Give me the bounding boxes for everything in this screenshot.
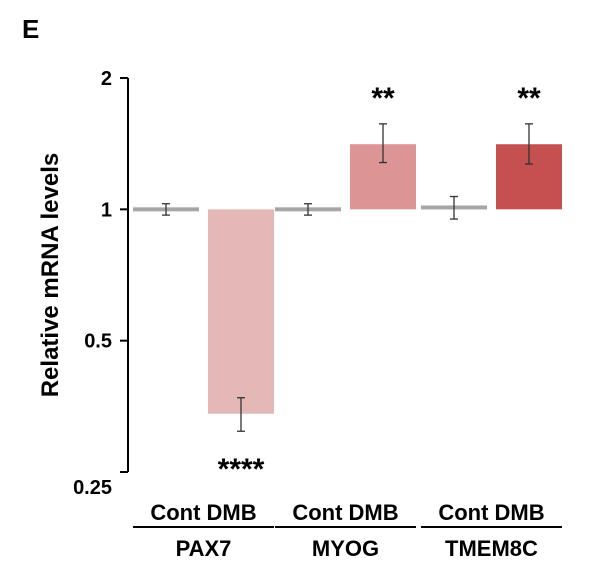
gene-label: TMEM8C <box>445 536 538 561</box>
condition-labels: Cont DMB <box>150 500 256 525</box>
y-tick-label: 1 <box>101 199 112 221</box>
bars: ****** ** <box>133 82 562 486</box>
y-tick-label: 0.5 <box>84 331 112 353</box>
condition-labels: Cont DMB <box>292 500 398 525</box>
y-tick-label: 2 <box>101 68 112 90</box>
significance-label: ** <box>371 82 395 115</box>
x-axis-labels: Cont DMB PAX7 Cont DMB MYOG Cont DMB TMEM8C <box>133 500 562 561</box>
y-tick-label: 0.25 <box>73 477 112 499</box>
significance-label: **** <box>218 453 265 486</box>
gene-label: PAX7 <box>176 536 232 561</box>
significance-label: ** <box>517 82 541 115</box>
condition-labels: Cont DMB <box>438 500 544 525</box>
panel-label: E <box>22 14 39 44</box>
y-axis-label: Relative mRNA levels <box>37 153 64 398</box>
bar-pax7-dmb <box>208 209 274 414</box>
y-axis: 0.25 0.5 1 2 <box>73 68 129 499</box>
gene-label: MYOG <box>312 536 379 561</box>
